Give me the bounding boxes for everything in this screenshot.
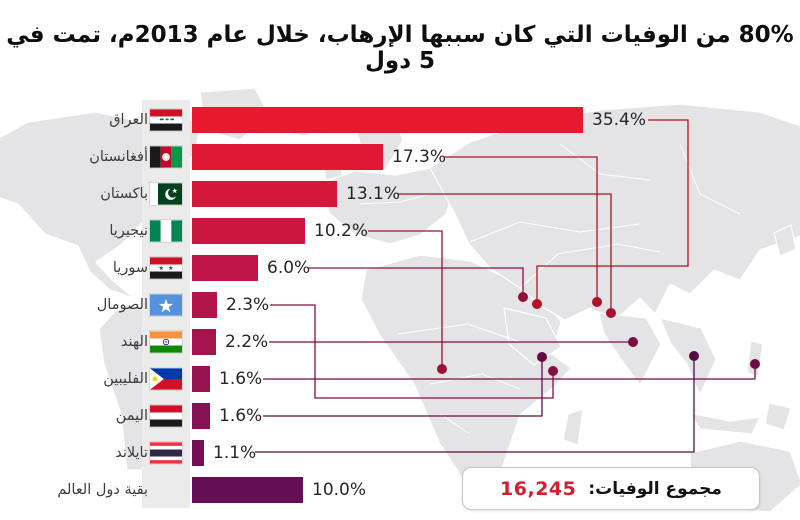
bar-yemen [192,403,210,429]
row-label-philippines: الفليبين [0,366,148,392]
pakistan-flag-icon [150,183,182,205]
bar-india [192,329,216,355]
value-label-afghanistan: 17.3% [392,147,447,167]
afghanistan-flag-icon [150,146,182,168]
country-name: باكستان [100,186,148,202]
value-label-india: 2.2% [225,332,269,352]
bar-pakistan [192,181,337,207]
total-deaths-label: مجموع الوفيات: [588,478,722,499]
philippines-flag-icon [150,368,182,390]
yemen-flag-icon [150,405,182,427]
value-label-iraq: 35.4% [592,110,647,130]
row-label-rest-of-world: بقية دول العالم [0,477,148,503]
total-deaths-value: 16,245 [500,477,577,500]
total-deaths-box: مجموع الوفيات: 16,245 [462,467,760,510]
country-name: تايلاند [115,445,148,461]
somalia-flag-icon [150,294,182,316]
value-label-pakistan: 13.1% [346,184,401,204]
country-name: الفليبين [103,371,148,387]
country-name: سوريا [112,260,148,276]
row-label-pakistan: باكستان [0,181,148,207]
bar-philippines [192,366,210,392]
value-label-nigeria: 10.2% [314,221,369,241]
value-label-somalia: 2.3% [226,295,270,315]
country-name: أفغانستان [89,149,148,165]
iraq-flag-icon [150,109,182,131]
row-label-syria: سوريا [0,255,148,281]
row-label-afghanistan: أفغانستان [0,144,148,170]
country-name: بقية دول العالم [57,482,148,498]
thailand-flag-icon [150,442,182,464]
country-name: الصومال [96,297,148,313]
bar-afghanistan [192,144,383,170]
row-label-india: الهند [0,329,148,355]
nigeria-flag-icon [150,220,182,242]
row-label-thailand: تايلاند [0,440,148,466]
bar-syria [192,255,258,281]
country-name: الهند [120,334,148,350]
row-label-somalia: الصومال [0,292,148,318]
value-label-syria: 6.0% [267,258,311,278]
bar-iraq [192,107,583,133]
value-label-yemen: 1.6% [219,406,263,426]
syria-flag-icon [150,257,182,279]
country-name: اليمن [115,408,148,424]
bar-thailand [192,440,204,466]
row-label-yemen: اليمن [0,403,148,429]
bar-rest-of-world [192,477,303,503]
bar-nigeria [192,218,305,244]
bar-somalia [192,292,217,318]
country-name: نيجيريا [109,223,148,239]
value-label-rest-of-world: 10.0% [312,480,367,500]
country-name: العراق [109,112,148,128]
india-flag-icon [150,331,182,353]
row-label-iraq: العراق [0,107,148,133]
page-title: 80% من الوفيات التي كان سببها الإرهاب، خ… [6,22,794,74]
value-label-philippines: 1.6% [219,369,263,389]
value-label-thailand: 1.1% [213,443,257,463]
row-label-nigeria: نيجيريا [0,218,148,244]
